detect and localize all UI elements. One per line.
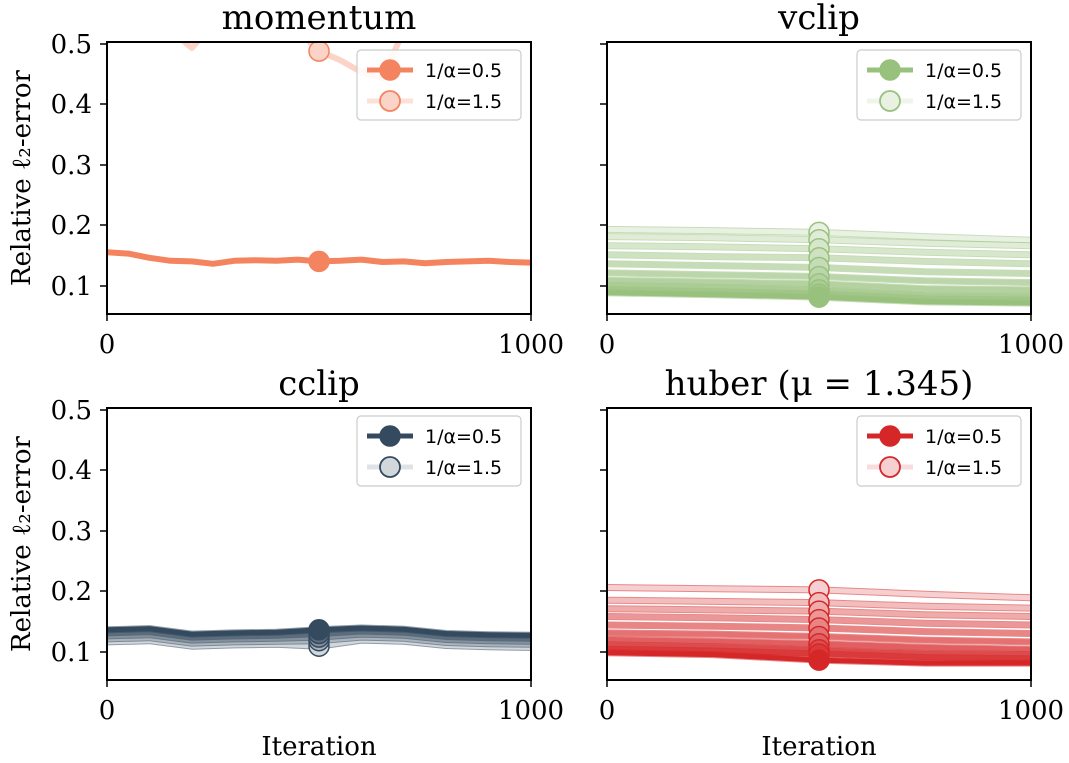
x-axis-label-right: Iteration	[761, 732, 876, 762]
legend-marker-b	[379, 90, 401, 112]
legend-marker-a	[379, 59, 401, 81]
legend: 1/α=0.5 1/α=1.5	[356, 415, 522, 487]
y-tick-label: 0.1	[51, 272, 92, 302]
y-tick-label: 0.4	[51, 456, 92, 486]
panel-cclip: cclip 1/α=0.5 1/α=1.5 0 1000 0.1 0.2 0.	[51, 364, 564, 726]
y-tick-label: 0.2	[51, 577, 92, 607]
x-axis: 0 1000	[99, 314, 564, 360]
legend-label-a: 1/α=0.5	[925, 60, 1002, 82]
x-tick-label: 1000	[998, 696, 1064, 726]
series-marker	[308, 619, 330, 641]
series-group	[107, 619, 531, 657]
legend-label-b: 1/α=1.5	[925, 457, 1002, 479]
panel-title: momentum	[222, 0, 417, 38]
series-marker	[808, 649, 830, 671]
legend-label-a: 1/α=0.5	[425, 60, 502, 82]
panel-momentum: momentum 1/α=0.5 1/α=1.5 0 1000 0.1 0.2	[51, 0, 564, 360]
legend: 1/α=0.5 1/α=1.5	[856, 415, 1022, 487]
legend-marker-b	[879, 90, 901, 112]
x-tick-label: 0	[99, 330, 116, 360]
y-tick-label: 0.5	[51, 30, 92, 60]
legend-marker-a	[879, 59, 901, 81]
x-tick-label: 0	[599, 330, 616, 360]
y-tick-label: 0.1	[51, 638, 92, 668]
series-marker	[308, 42, 330, 62]
y-tick-label: 0.2	[51, 211, 92, 241]
panel-title: huber (μ = 1.345)	[665, 364, 974, 404]
y-tick-label: 0.5	[51, 396, 92, 426]
legend-marker-a	[379, 425, 401, 447]
x-axis: 0 1000	[599, 680, 1064, 726]
series-marker	[808, 286, 830, 308]
legend-label-b: 1/α=1.5	[425, 91, 502, 113]
y-axis	[600, 409, 607, 653]
y-tick-label: 0.3	[51, 151, 92, 181]
series-group	[607, 221, 1031, 308]
panel-title: cclip	[278, 364, 360, 404]
legend-label-b: 1/α=1.5	[925, 91, 1002, 113]
plot-frame	[606, 41, 1032, 315]
x-axis: 0 1000	[599, 314, 1064, 360]
x-tick-label: 1000	[998, 330, 1064, 360]
legend: 1/α=0.5 1/α=1.5	[356, 49, 522, 121]
y-tick-label: 0.4	[51, 90, 92, 120]
series-group	[607, 579, 1031, 671]
x-tick-label: 1000	[498, 696, 564, 726]
legend-label-b: 1/α=1.5	[425, 457, 502, 479]
legend: 1/α=0.5 1/α=1.5	[856, 49, 1022, 121]
legend-marker-b	[879, 456, 901, 478]
panel-vclip: vclip 1/α=0.5 1/α=1.5 0 1000	[599, 0, 1064, 360]
legend-label-a: 1/α=0.5	[425, 426, 502, 448]
y-axis	[600, 43, 607, 287]
y-axis: 0.1 0.2 0.3 0.4 0.5	[51, 396, 107, 668]
legend-marker-a	[879, 425, 901, 447]
series-marker	[308, 250, 330, 273]
y-tick-label: 0.3	[51, 517, 92, 547]
x-tick-label: 0	[99, 696, 116, 726]
legend-label-a: 1/α=0.5	[925, 426, 1002, 448]
x-axis-label-left: Iteration	[261, 732, 376, 762]
panel-title: vclip	[777, 0, 860, 38]
y-axis: 0.1 0.2 0.3 0.4 0.5	[51, 30, 107, 302]
x-axis: 0 1000	[99, 680, 564, 726]
x-tick-label: 1000	[498, 330, 564, 360]
legend-marker-b	[379, 456, 401, 478]
panel-huber: huber (μ = 1.345) 1/α=0.5 1/α=1.5 0 1000	[599, 364, 1064, 726]
y-axis-label-bottom: Relative ℓ₂-error	[7, 435, 37, 651]
plot-frame	[606, 407, 1032, 681]
plot-frame	[106, 41, 532, 315]
x-tick-label: 0	[599, 696, 616, 726]
y-axis-label-top: Relative ℓ₂-error	[7, 69, 37, 285]
plot-frame	[106, 407, 532, 681]
